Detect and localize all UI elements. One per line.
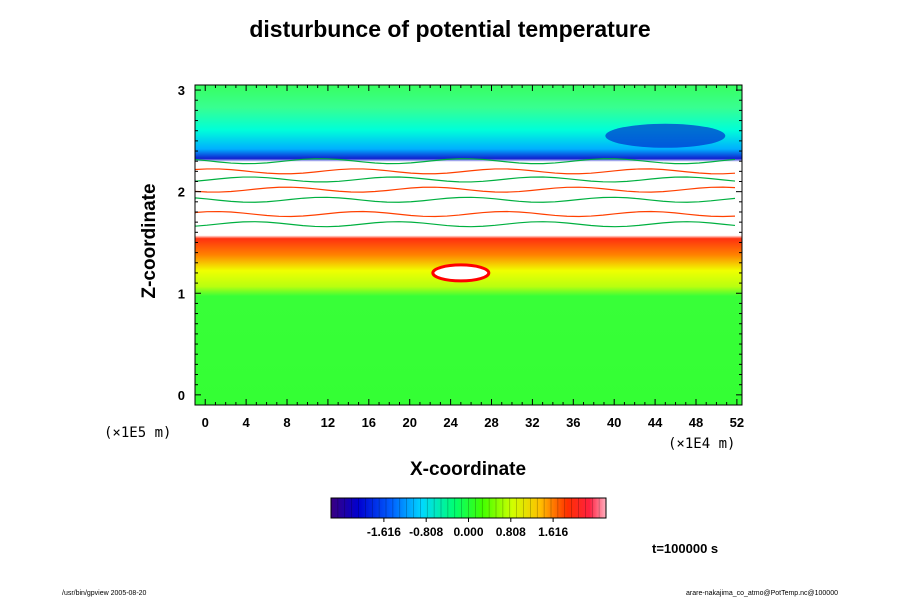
- x-tick-label: 8: [283, 415, 290, 430]
- x-tick-label: 28: [484, 415, 498, 430]
- y-tick-label: 0: [178, 388, 185, 403]
- colorbar-tick-label: -1.616: [367, 525, 401, 539]
- plot-frame: [194, 84, 743, 406]
- colorbar-tick-label: -0.808: [409, 525, 443, 539]
- y-tick-label: 3: [178, 83, 185, 98]
- x-tick-label: 40: [607, 415, 621, 430]
- colorbar-tick-label: 1.616: [538, 525, 568, 539]
- x-tick-label: 20: [402, 415, 416, 430]
- x-tick-label: 4: [243, 415, 251, 430]
- cold-anomaly: [605, 123, 726, 148]
- x-axis-label: X-coordinate: [409, 459, 527, 480]
- x-axis-unit: (×1E4 m): [668, 436, 736, 452]
- x-axis-ticks: 0 4 8 12 16 20 24 28 32 36 40 44 48 52: [202, 85, 744, 430]
- x-tick-label: 32: [525, 415, 539, 430]
- x-tick-label: 44: [648, 415, 663, 430]
- x-tick-label: 36: [566, 415, 580, 430]
- time-annotation: t=100000 s: [652, 541, 719, 556]
- y-axis-label: Z-coordinate: [139, 183, 160, 299]
- colorbar-tick-label: 0.000: [453, 525, 483, 539]
- footer-right: arare-nakajima_co_atmo@PotTemp.nc@100000: [686, 590, 838, 597]
- x-tick-label: 48: [689, 415, 703, 430]
- x-tick-label: 24: [443, 415, 458, 430]
- heatmap-area: [195, 85, 742, 405]
- contour-streak: [195, 176, 736, 183]
- warm-anomaly: [431, 263, 491, 283]
- contour-streak: [195, 210, 736, 218]
- chart-title: disturbunce of potential temperature: [249, 16, 651, 42]
- y-tick-label: 1: [178, 286, 185, 301]
- heatmap-detail: [195, 123, 736, 283]
- y-axis-ticks: 0 1 2 3: [178, 83, 742, 403]
- contour-streak: [195, 168, 736, 175]
- colorbar-ticks: -1.616 -0.808 0.000 0.808 1.616: [337, 498, 600, 539]
- y-tick-label: 2: [178, 185, 185, 200]
- y-axis-unit: (×1E5 m): [104, 425, 172, 441]
- x-tick-label: 0: [202, 415, 209, 430]
- footer-left: /usr/bin/gpview 2005-08-20: [62, 590, 147, 597]
- x-tick-label: 12: [321, 415, 335, 430]
- x-tick-label: 52: [730, 415, 744, 430]
- contour-streak: [195, 186, 736, 193]
- contour-streak: [195, 196, 736, 203]
- contour-streak: [195, 158, 736, 165]
- x-tick-label: 16: [362, 415, 376, 430]
- contour-streak: [195, 221, 736, 228]
- colorbar-tick-label: 0.808: [496, 525, 526, 539]
